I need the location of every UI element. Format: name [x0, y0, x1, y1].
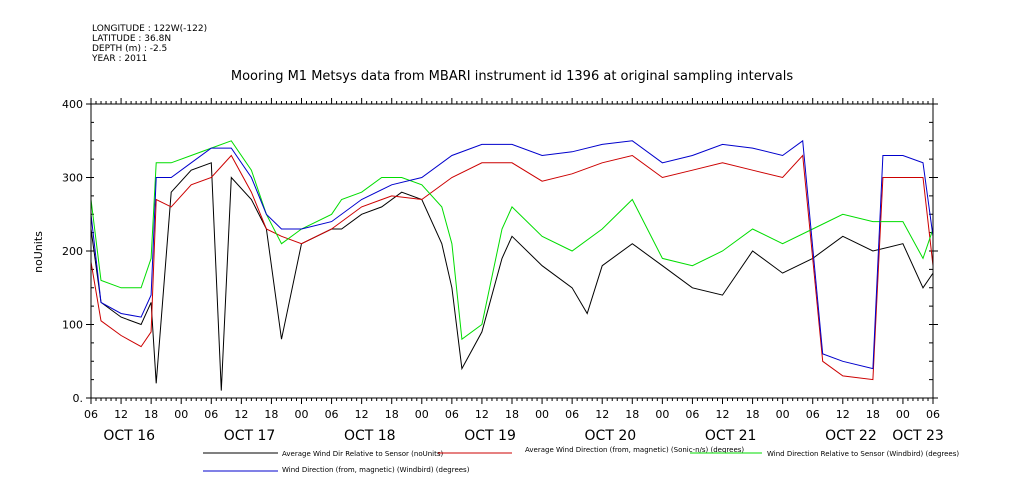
y-tick-label: 0.: [73, 392, 84, 405]
x-day-label: OCT 21: [705, 428, 757, 444]
chart-title: Mooring M1 Metsys data from MBARI instru…: [231, 69, 793, 84]
x-tick-label: 00: [295, 408, 309, 421]
y-axis: 0. 100 200 300 400: [62, 98, 938, 405]
x-tick-label: 06: [685, 408, 699, 421]
y-tick-label: 100: [62, 319, 83, 332]
meta-longitude: LONGITUDE : 122W(-122): [92, 24, 207, 34]
meta-latitude: LATITUDE : 36.8N: [92, 34, 171, 44]
x-tick-label: 00: [776, 408, 790, 421]
series-line-1: [90, 162, 934, 391]
series-line-3: [90, 140, 934, 341]
x-day-label: OCT 16: [103, 428, 155, 444]
x-tick-label: 18: [866, 408, 880, 421]
y-tick-label: 200: [62, 245, 83, 258]
x-tick-label: 12: [114, 408, 128, 421]
legend: Average Wind Dir Relative to Sensor (noU…: [203, 446, 959, 474]
x-tick-label: 12: [595, 408, 609, 421]
legend-label-3: Wind Direction Relative to Sensor (Windb…: [767, 450, 959, 458]
plot-frame: [90, 103, 934, 399]
x-tick-label: 06: [445, 408, 459, 421]
x-axis: 06 12 18 00 06 12 18 00 06 12 18 00 06 12 18 00 06 12 18 00…: [84, 98, 944, 444]
x-tick-label: 00: [174, 408, 188, 421]
x-tick-label: 12: [355, 408, 369, 421]
x-day-label: OCT 22: [825, 428, 877, 444]
x-tick-label: 12: [475, 408, 489, 421]
header-meta: LONGITUDE : 122W(-122) LATITUDE : 36.8N …: [91, 24, 207, 64]
x-day-label: OCT 23: [892, 428, 944, 444]
x-day-label: OCT 19: [464, 428, 516, 444]
x-day-label: OCT 18: [344, 428, 396, 444]
x-tick-label: 18: [385, 408, 399, 421]
legend-label-1: Average Wind Dir Relative to Sensor (noU…: [282, 450, 443, 458]
x-tick-label: 00: [535, 408, 549, 421]
meta-depth: DEPTH (m) : -2.5: [92, 44, 167, 54]
x-tick-label: 06: [565, 408, 579, 421]
y-axis-label: noUnits: [32, 231, 45, 273]
x-tick-label: 18: [144, 408, 158, 421]
x-tick-label: 18: [505, 408, 519, 421]
series-layer: [90, 139, 934, 391]
x-tick-label: 18: [264, 408, 278, 421]
x-tick-label: 18: [625, 408, 639, 421]
series-line-4: [90, 139, 934, 370]
y-tick-label: 400: [62, 98, 83, 111]
x-tick-label: 00: [415, 408, 429, 421]
x-day-label: OCT 17: [224, 428, 276, 444]
x-tick-label: 06: [325, 408, 339, 421]
x-tick-label: 06: [926, 408, 940, 421]
x-tick-label: 12: [234, 408, 248, 421]
x-tick-label: 12: [716, 408, 730, 421]
x-tick-label: 06: [204, 408, 218, 421]
series-line-2: [90, 154, 934, 381]
x-tick-label: 06: [84, 408, 98, 421]
legend-label-2: Average Wind Direction (from, magnetic) …: [525, 446, 744, 454]
y-tick-label: 300: [62, 172, 83, 185]
legend-label-4: Wind Direction (from, magnetic) (Windbir…: [282, 466, 470, 474]
x-tick-label: 18: [746, 408, 760, 421]
x-day-label: OCT 20: [585, 428, 637, 444]
x-tick-label: 06: [806, 408, 820, 421]
x-tick-label: 00: [896, 408, 910, 421]
x-tick-label: 00: [655, 408, 669, 421]
x-tick-label: 12: [836, 408, 850, 421]
meta-year: YEAR : 2011: [91, 54, 147, 64]
